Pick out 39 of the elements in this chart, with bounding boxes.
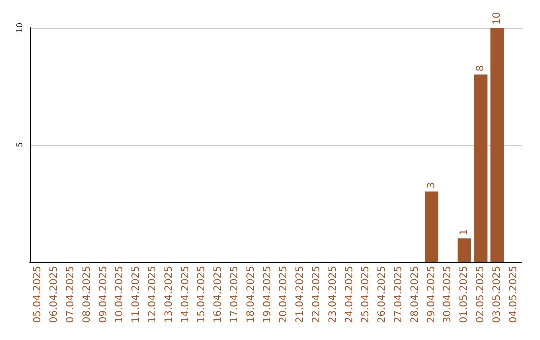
x-tick-label: 04.05.2025 [508, 266, 520, 324]
x-tick-label: 01.05.2025 [459, 266, 470, 324]
x-tick-label: 06.04.2025 [49, 266, 60, 324]
bar [490, 28, 504, 262]
x-tick-label: 19.04.2025 [262, 266, 274, 324]
x-tick-label: 29.04.2025 [426, 266, 438, 324]
x-tick-label: 24.04.2025 [344, 266, 356, 324]
x-tick-label: 12.04.2025 [148, 266, 158, 324]
bar [458, 238, 472, 262]
x-tick-label: 27.04.2025 [394, 266, 404, 324]
x-tick-label: 26.04.2025 [377, 266, 388, 324]
x-tick-label: 05.04.2025 [32, 266, 44, 324]
x-tick-label: 22.04.2025 [312, 266, 322, 324]
x-tick-label: 14.04.2025 [180, 266, 192, 324]
x-tick-label: 20.04.2025 [278, 266, 290, 324]
y-tick-label: 5 [16, 142, 24, 148]
data-label: 3 [426, 182, 438, 189]
x-tick-label: 18.04.2025 [246, 266, 257, 324]
x-tick-label: 16.04.2025 [213, 266, 224, 324]
data-label: 8 [476, 65, 486, 72]
data-label: 1 [459, 229, 470, 236]
x-tick-label: 11.04.2025 [131, 266, 142, 324]
x-tick-label: 25.04.2025 [360, 266, 372, 324]
x-tick-label: 30.04.2025 [442, 266, 454, 324]
x-tick-label: 21.04.2025 [295, 266, 306, 324]
x-tick-label: 07.04.2025 [66, 266, 76, 324]
x-tick-label: 13.04.2025 [164, 266, 175, 324]
x-tick-label: 02.05.2025 [476, 266, 486, 324]
bar [474, 74, 488, 262]
x-tick-label: 08.04.2025 [82, 266, 93, 324]
x-tick-label: 23.04.2025 [328, 266, 339, 324]
bar [425, 192, 439, 262]
x-tick-label: 09.04.2025 [98, 266, 110, 324]
x-tick-label: 10.04.2025 [114, 266, 126, 324]
x-tick-label: 15.04.2025 [196, 266, 208, 324]
x-tick-label: 17.04.2025 [230, 266, 240, 324]
x-tick-label: 28.04.2025 [410, 266, 421, 324]
x-tick-label: 03.05.2025 [492, 266, 503, 324]
data-label: 10 [492, 12, 503, 25]
